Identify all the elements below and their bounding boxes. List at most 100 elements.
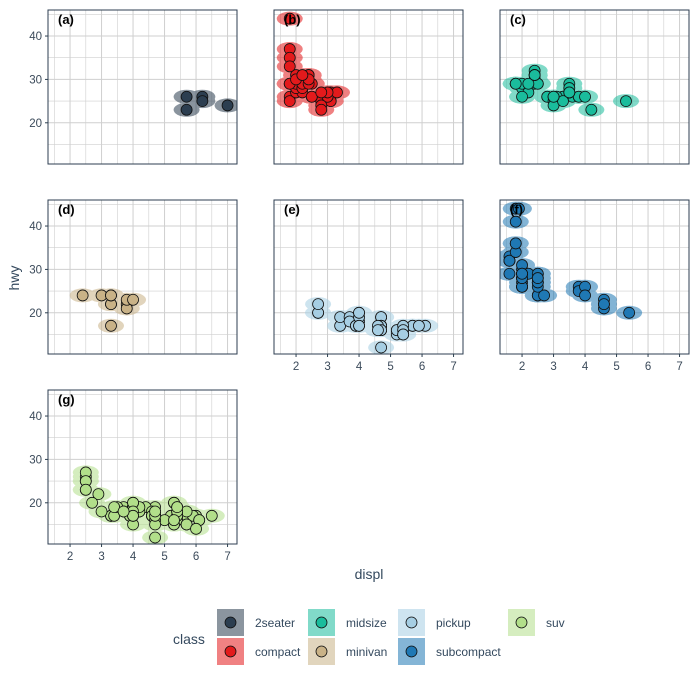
legend: class 2seater compact midsize pickup subcomp… — [173, 609, 565, 665]
panel-label: (b) — [284, 12, 301, 27]
legend-item-midsize: midsize — [308, 609, 387, 636]
legend-item-2seater: 2seater — [217, 609, 295, 636]
x-tick-label: 5 — [613, 361, 619, 373]
y-tick-label: 20 — [29, 118, 42, 130]
panels-layer: (a) 20 30 40 (b) (c) (d) 20 30 40 (e) 2 3 4 5 6 7 (f) 2 3 4 5… — [29, 9, 690, 563]
x-tick-label: 7 — [450, 361, 456, 373]
data-point — [509, 77, 522, 90]
data-point — [149, 505, 162, 518]
legend-point — [405, 645, 418, 658]
panel-border — [499, 9, 690, 165]
data-point — [312, 298, 325, 311]
data-point — [315, 86, 328, 99]
x-tick-label: 7 — [224, 551, 230, 563]
data-point — [397, 328, 410, 341]
data-point — [283, 60, 296, 73]
legend-point — [224, 616, 237, 629]
y-tick-label: 30 — [29, 264, 42, 276]
y-tick-label: 20 — [29, 308, 42, 320]
data-point — [623, 306, 636, 319]
panel-minivan: (d) 20 30 40 — [29, 199, 238, 355]
data-point — [598, 298, 610, 311]
data-point — [283, 95, 296, 107]
data-point — [79, 483, 92, 496]
legend-label: 2seater — [255, 616, 295, 630]
data-point — [579, 90, 591, 103]
data-point — [503, 254, 516, 267]
legend-label: midsize — [346, 616, 387, 630]
data-point — [528, 69, 541, 81]
legend-label: compact — [255, 645, 301, 659]
legend-point — [515, 616, 528, 629]
y-tick-label: 30 — [29, 74, 42, 86]
x-tick-label: 7 — [676, 361, 682, 373]
legend-point — [315, 616, 328, 629]
x-tick-label: 6 — [193, 551, 199, 563]
data-point — [375, 341, 388, 354]
legend-item-minivan: minivan — [308, 638, 387, 665]
data-point — [221, 99, 234, 112]
legend-label: minivan — [346, 645, 387, 659]
data-point — [149, 531, 162, 544]
data-point — [171, 501, 184, 514]
legend-label: pickup — [436, 616, 471, 630]
panel-border — [499, 199, 690, 355]
panel-label: (c) — [510, 12, 526, 27]
data-point — [196, 95, 209, 107]
data-point — [353, 319, 365, 332]
data-point — [579, 289, 591, 302]
x-tick-label: 4 — [582, 361, 589, 373]
data-point — [105, 319, 117, 332]
x-tick-label: 3 — [98, 551, 104, 563]
legend-item-compact: compact — [217, 638, 301, 665]
data-point — [180, 103, 193, 116]
legend-point — [224, 645, 237, 658]
panel-pickup: (e) 2 3 4 5 6 7 — [273, 199, 464, 373]
panel-border — [47, 389, 238, 545]
data-point — [353, 306, 365, 319]
data-point — [516, 267, 528, 280]
panel-label: (e) — [284, 202, 300, 217]
x-tick-label: 6 — [419, 361, 425, 373]
data-point — [180, 90, 193, 103]
x-tick-label: 2 — [519, 361, 525, 373]
data-point — [509, 237, 522, 250]
panel-border — [273, 9, 464, 165]
y-tick-label: 40 — [29, 411, 42, 423]
x-tick-label: 4 — [356, 361, 363, 373]
data-point — [522, 77, 535, 90]
x-tick-label: 2 — [293, 361, 299, 373]
data-point — [372, 324, 384, 337]
legend-label: suv — [546, 616, 565, 630]
x-tick-label: 5 — [161, 551, 167, 563]
panel-label: (d) — [58, 202, 75, 217]
legend-point — [405, 616, 418, 629]
panel-suv: (g) 20 30 40 2 3 4 5 6 7 — [29, 389, 238, 563]
data-point — [315, 103, 328, 116]
data-point — [503, 267, 516, 280]
legend-item-pickup: pickup — [398, 609, 471, 636]
panel-label: (a) — [58, 12, 74, 27]
y-tick-label: 30 — [29, 454, 42, 466]
legend-item-subcompact: subcompact — [398, 638, 501, 665]
x-tick-label: 3 — [550, 361, 556, 373]
x-tick-label: 3 — [324, 361, 330, 373]
panel-border — [47, 9, 238, 165]
data-point — [296, 69, 309, 81]
data-point — [86, 496, 98, 509]
data-point — [513, 202, 525, 215]
data-point — [620, 95, 632, 107]
y-tick-label: 40 — [29, 31, 42, 43]
data-point — [168, 514, 180, 527]
data-point — [585, 103, 598, 116]
y-axis-title: hwy — [6, 266, 22, 291]
panel-2seater: (a) 20 30 40 — [29, 9, 238, 165]
y-tick-label: 40 — [29, 221, 42, 233]
panel-border — [273, 199, 464, 355]
data-point — [117, 505, 130, 518]
data-point — [92, 488, 105, 501]
panel-midsize: (c) — [499, 9, 690, 165]
x-tick-label: 4 — [130, 551, 137, 563]
legend-title: class — [173, 631, 205, 647]
